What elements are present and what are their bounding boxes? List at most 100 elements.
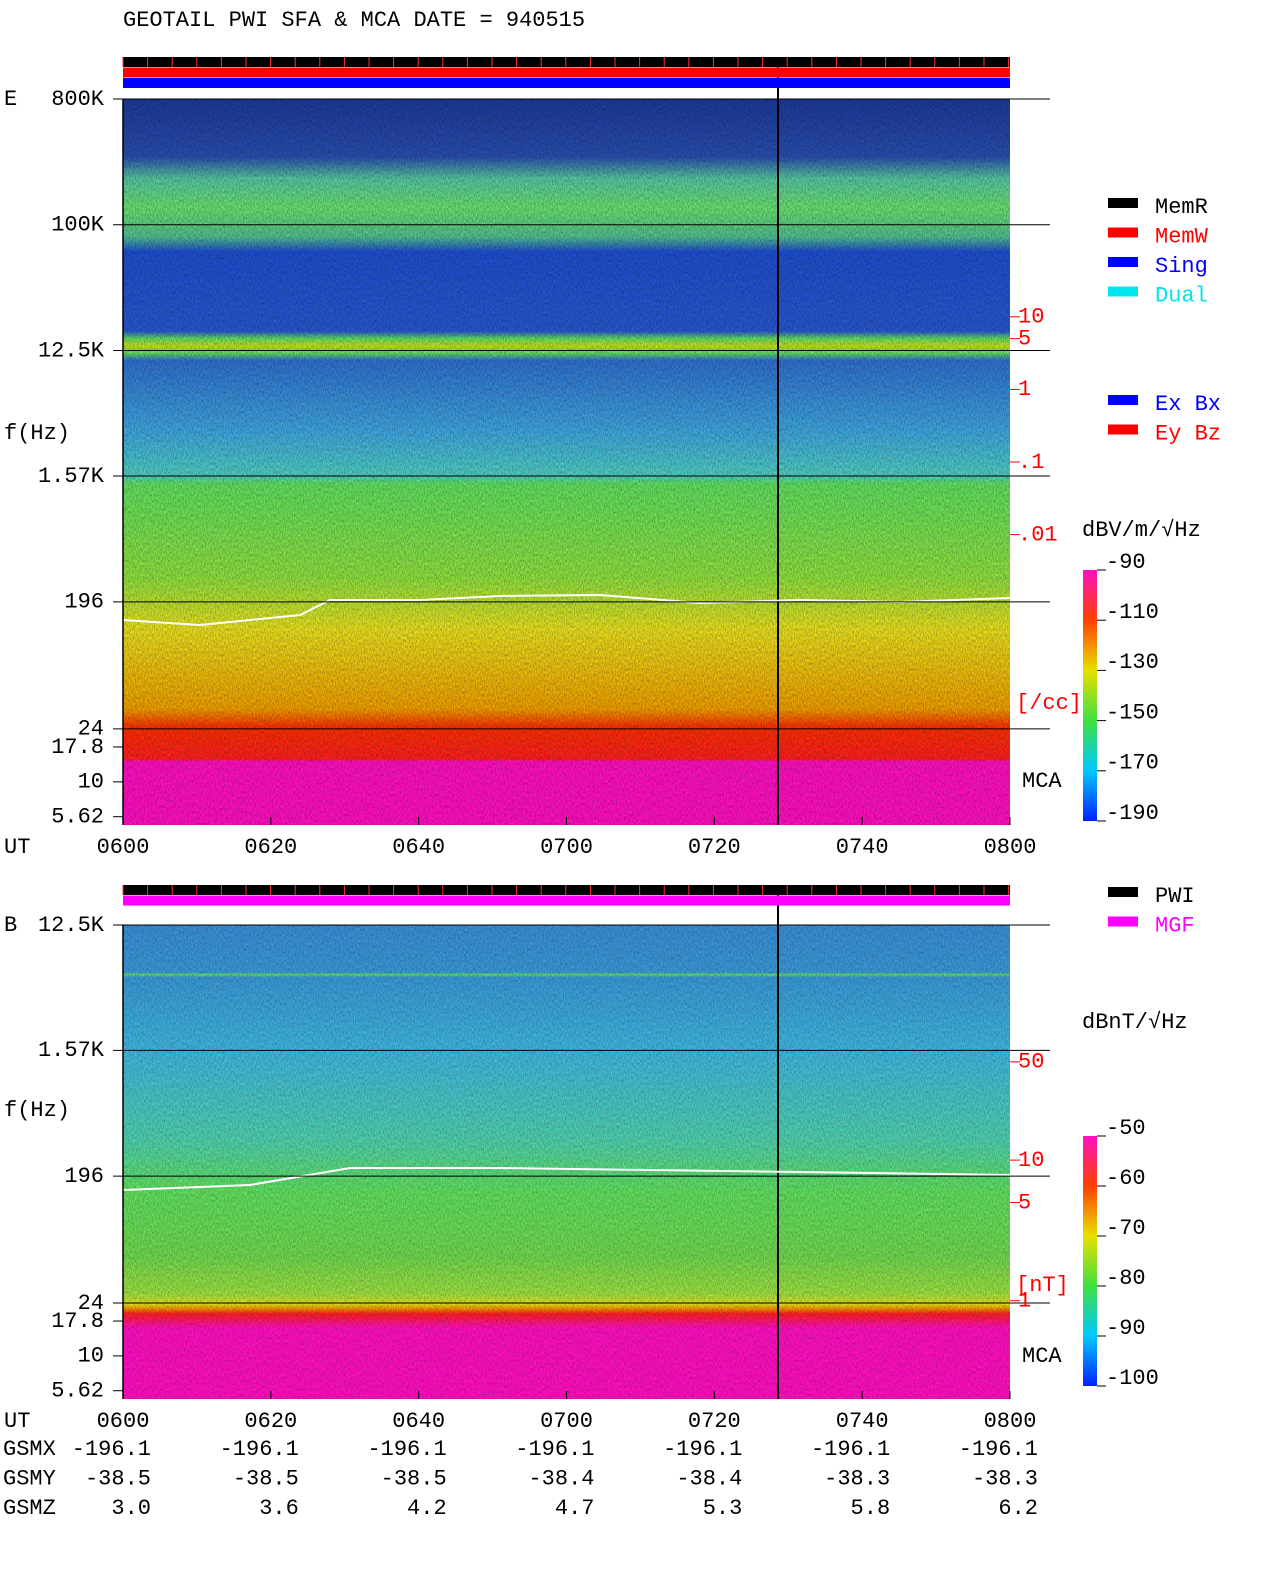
- x-tick-label: 0720: [688, 835, 741, 860]
- status-bar: [123, 895, 1010, 906]
- trace: [122, 593, 1011, 627]
- x-tick-label: 0600: [97, 835, 150, 860]
- y2-tick-label: 5: [1018, 326, 1031, 351]
- orbit-value: 5.8: [851, 1496, 891, 1521]
- legend-swatch: [1108, 395, 1138, 405]
- orbit-value: -38.5: [233, 1466, 299, 1491]
- orbit-value: -38.5: [381, 1466, 447, 1491]
- y2-tick-label: 5: [1018, 1190, 1031, 1215]
- legend-swatch: [1108, 887, 1138, 897]
- status-bar: [123, 57, 1010, 67]
- title: GEOTAIL PWI SFA & MCA DATE = 940515: [123, 8, 585, 33]
- orbit-value: 6.2: [998, 1496, 1038, 1521]
- colorbar: [1083, 570, 1097, 821]
- y2-unit: [/cc]: [1016, 691, 1082, 716]
- legend-label: Ex Bx: [1155, 392, 1221, 417]
- status-bar: [123, 67, 1010, 78]
- y2-tick-label: 50: [1018, 1050, 1044, 1075]
- legend-label: MGF: [1155, 913, 1195, 938]
- orbit-value: 5.3: [703, 1496, 743, 1521]
- y-tick-label: 17.8: [51, 1309, 104, 1334]
- orbit-row-label: GSMY: [3, 1466, 56, 1491]
- y-tick-label: 24: [78, 1291, 104, 1316]
- legend-label: Dual: [1155, 283, 1208, 308]
- colorbar-label: dBnT/√Hz: [1082, 1010, 1188, 1035]
- orbit-value: -38.3: [824, 1466, 890, 1491]
- x-tick-label: 0740: [836, 835, 889, 860]
- legend-swatch: [1108, 916, 1138, 927]
- y-axis-label: f(Hz): [4, 1098, 70, 1123]
- legend-label: MemW: [1155, 224, 1209, 249]
- texture: [123, 925, 1010, 1399]
- y-tick-label: 10: [78, 770, 104, 795]
- orbit-value: -196.1: [959, 1437, 1038, 1462]
- y-tick-label: 196: [64, 1164, 104, 1189]
- x-tick-label: 0620: [244, 1409, 297, 1434]
- colorbar-tick-label: -190: [1106, 801, 1159, 826]
- orbit-value: -38.4: [528, 1466, 594, 1491]
- x-tick-label: 0800: [984, 835, 1037, 860]
- legend-label: Ey Bz: [1155, 421, 1221, 446]
- x-tick-label: 0700: [540, 835, 593, 860]
- orbit-value: -196.1: [72, 1437, 151, 1462]
- colorbar-tick-label: -100: [1106, 1366, 1159, 1391]
- x-tick-label: 0740: [836, 1409, 889, 1434]
- orbit-value: -196.1: [367, 1437, 446, 1462]
- orbit-value: -196.1: [811, 1437, 890, 1462]
- y-tick-label: 24: [78, 717, 104, 742]
- y-tick-label: 5.62: [51, 805, 104, 830]
- legend-label: PWI: [1155, 884, 1195, 909]
- colorbar-tick-label: -130: [1106, 650, 1159, 675]
- y2-tick-label: 1: [1018, 377, 1031, 402]
- orbit-value: -38.5: [85, 1466, 151, 1491]
- x-tick-label: 0800: [984, 1409, 1037, 1434]
- orbit-value: -38.4: [676, 1466, 742, 1491]
- y2-unit: [nT]: [1016, 1273, 1069, 1298]
- legend-swatch: [1108, 227, 1138, 238]
- orbit-value: 4.2: [407, 1496, 447, 1521]
- orbit-value: -196.1: [515, 1437, 594, 1462]
- x-tick-label: 0720: [688, 1409, 741, 1434]
- y-tick-label: 12.5K: [38, 913, 105, 938]
- colorbar-tick-label: -60: [1106, 1166, 1146, 1191]
- colorbar: [1083, 1136, 1097, 1386]
- texture: [123, 99, 1010, 825]
- y-tick-label: 800K: [51, 87, 105, 112]
- colorbar-tick-label: -90: [1106, 550, 1146, 575]
- orbit-row-label: GSMX: [3, 1437, 56, 1462]
- x-tick-label: 0600: [97, 1409, 150, 1434]
- x-axis-label: UT: [4, 1409, 30, 1434]
- y-tick-label: 17.8: [51, 735, 104, 760]
- legend-swatch: [1108, 257, 1138, 267]
- y2-tick-label: .01: [1018, 522, 1058, 547]
- colorbar-tick-label: -110: [1106, 600, 1159, 625]
- legend-label: Sing: [1155, 254, 1208, 279]
- y-tick-label: 12.5K: [38, 338, 105, 363]
- region-label: MCA: [1022, 769, 1062, 794]
- legend-swatch: [1108, 286, 1138, 297]
- orbit-value: 3.6: [259, 1496, 299, 1521]
- colorbar-tick-label: -50: [1106, 1116, 1146, 1141]
- orbit-value: -196.1: [220, 1437, 299, 1462]
- colorbar-tick-label: -150: [1106, 700, 1159, 725]
- legend-swatch: [1108, 198, 1138, 208]
- y2-tick-label: 10: [1018, 305, 1044, 330]
- y2-tick-label: 1: [1018, 1289, 1031, 1314]
- colorbar-tick-label: -70: [1106, 1216, 1146, 1241]
- orbit-row-label: GSMZ: [3, 1496, 56, 1521]
- colorbar-label: dBV/m/√Hz: [1082, 518, 1201, 543]
- x-tick-label: 0640: [392, 835, 445, 860]
- orbit-value: 4.7: [555, 1496, 595, 1521]
- orbit-value: 3.0: [111, 1496, 151, 1521]
- y2-tick-label: .1: [1018, 450, 1044, 475]
- y-tick-label: 10: [78, 1344, 104, 1369]
- panel-label: B: [4, 913, 17, 938]
- legend-label: MemR: [1155, 195, 1208, 220]
- colorbar-tick-label: -170: [1106, 751, 1159, 776]
- x-tick-label: 0620: [244, 835, 297, 860]
- x-tick-label: 0700: [540, 1409, 593, 1434]
- y-tick-label: 1.57K: [38, 464, 105, 489]
- region-label: MCA: [1022, 1344, 1062, 1369]
- colorbar-tick-label: -80: [1106, 1266, 1146, 1291]
